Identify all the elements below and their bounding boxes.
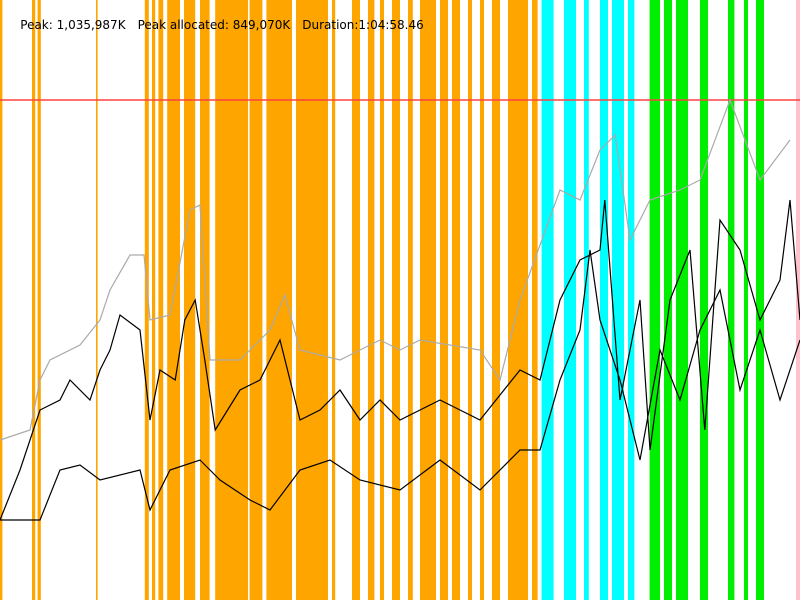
activity-band xyxy=(612,0,624,600)
activity-band xyxy=(167,0,180,600)
activity-band xyxy=(352,0,360,600)
activity-band xyxy=(664,0,672,600)
activity-band xyxy=(96,0,98,600)
activity-band xyxy=(452,0,460,600)
activity-band xyxy=(392,0,400,600)
stats-header: Peak: 1,035,987K Peak allocated: 849,070K… xyxy=(5,4,436,46)
activity-band xyxy=(158,0,164,600)
activity-band xyxy=(649,0,660,600)
activity-band xyxy=(184,0,196,600)
activity-band xyxy=(756,0,764,600)
activity-band xyxy=(249,0,263,600)
activity-band xyxy=(480,0,484,600)
activity-band xyxy=(296,0,328,600)
activity-band xyxy=(380,0,384,600)
activity-band xyxy=(37,0,41,600)
series-lines xyxy=(0,98,800,521)
duration-label: Duration:1:04:58.46 xyxy=(302,18,424,32)
activity-band xyxy=(368,0,375,600)
activity-band xyxy=(408,0,413,600)
activity-band xyxy=(564,0,576,600)
activity-band xyxy=(700,0,708,600)
activity-band xyxy=(508,0,528,600)
peak-label: Peak: 1,035,987K xyxy=(20,18,126,32)
series-line-1 xyxy=(0,199,800,521)
activity-band xyxy=(532,0,538,600)
activity-band xyxy=(440,0,448,600)
activity-band xyxy=(332,0,336,600)
activity-band xyxy=(744,0,748,600)
activity-band xyxy=(584,0,589,600)
activity-band xyxy=(728,0,735,600)
series-line-2 xyxy=(0,249,800,521)
activity-band xyxy=(0,0,3,600)
activity-band xyxy=(676,0,688,600)
activity-band xyxy=(144,0,149,600)
activity-band xyxy=(628,0,635,600)
activity-band xyxy=(492,0,500,600)
activity-band xyxy=(215,0,248,600)
activity-band xyxy=(420,0,436,600)
activity-band xyxy=(468,0,472,600)
activity-band xyxy=(152,0,156,600)
peak-allocated-label: Peak allocated: 849,070K xyxy=(137,18,291,32)
activity-band xyxy=(600,0,608,600)
activity-band xyxy=(200,0,210,600)
activity-band xyxy=(32,0,36,600)
activity-band xyxy=(541,0,554,600)
series-line-0 xyxy=(0,98,791,441)
